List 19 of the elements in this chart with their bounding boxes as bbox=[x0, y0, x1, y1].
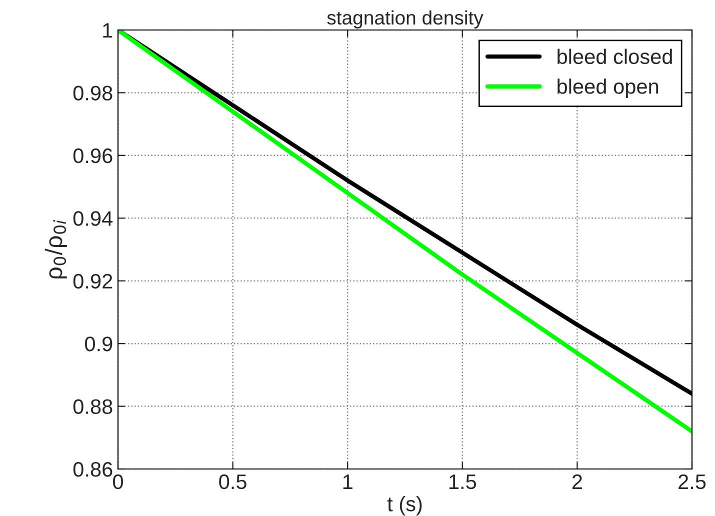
chart-title: stagnation density bbox=[327, 10, 484, 28]
legend-label: bleed open bbox=[558, 78, 658, 98]
x-tick-label: 1 bbox=[343, 474, 352, 489]
x-tick-label: 2 bbox=[572, 474, 582, 489]
x-tick-label: 0 bbox=[113, 474, 123, 490]
y-axis-title: ρ$_{0}$/ρ$_{0i}$ bbox=[44, 220, 67, 278]
y-tick-label: 0.96 bbox=[73, 148, 112, 164]
y-tick-label: 0.9 bbox=[84, 336, 112, 352]
y-tick-label: 0.88 bbox=[73, 399, 112, 414]
x-tick-label: 2.5 bbox=[678, 474, 706, 490]
y-tick-label: 0.86 bbox=[73, 462, 112, 477]
x-axis-title: t (s) bbox=[387, 496, 422, 516]
y-tick-label: 0.94 bbox=[73, 211, 113, 226]
y-tick-label: 0.98 bbox=[73, 86, 112, 100]
y-tick-label: 0.92 bbox=[73, 274, 112, 289]
legend-label: bleed closed bbox=[558, 48, 672, 64]
x-tick-label: 0.5 bbox=[219, 474, 246, 490]
y-tick-label: 1 bbox=[103, 23, 112, 38]
x-tick-label: 1.5 bbox=[450, 474, 476, 490]
